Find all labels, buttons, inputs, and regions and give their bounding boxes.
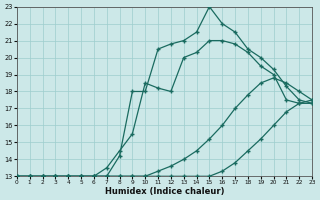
X-axis label: Humidex (Indice chaleur): Humidex (Indice chaleur)	[105, 187, 224, 196]
